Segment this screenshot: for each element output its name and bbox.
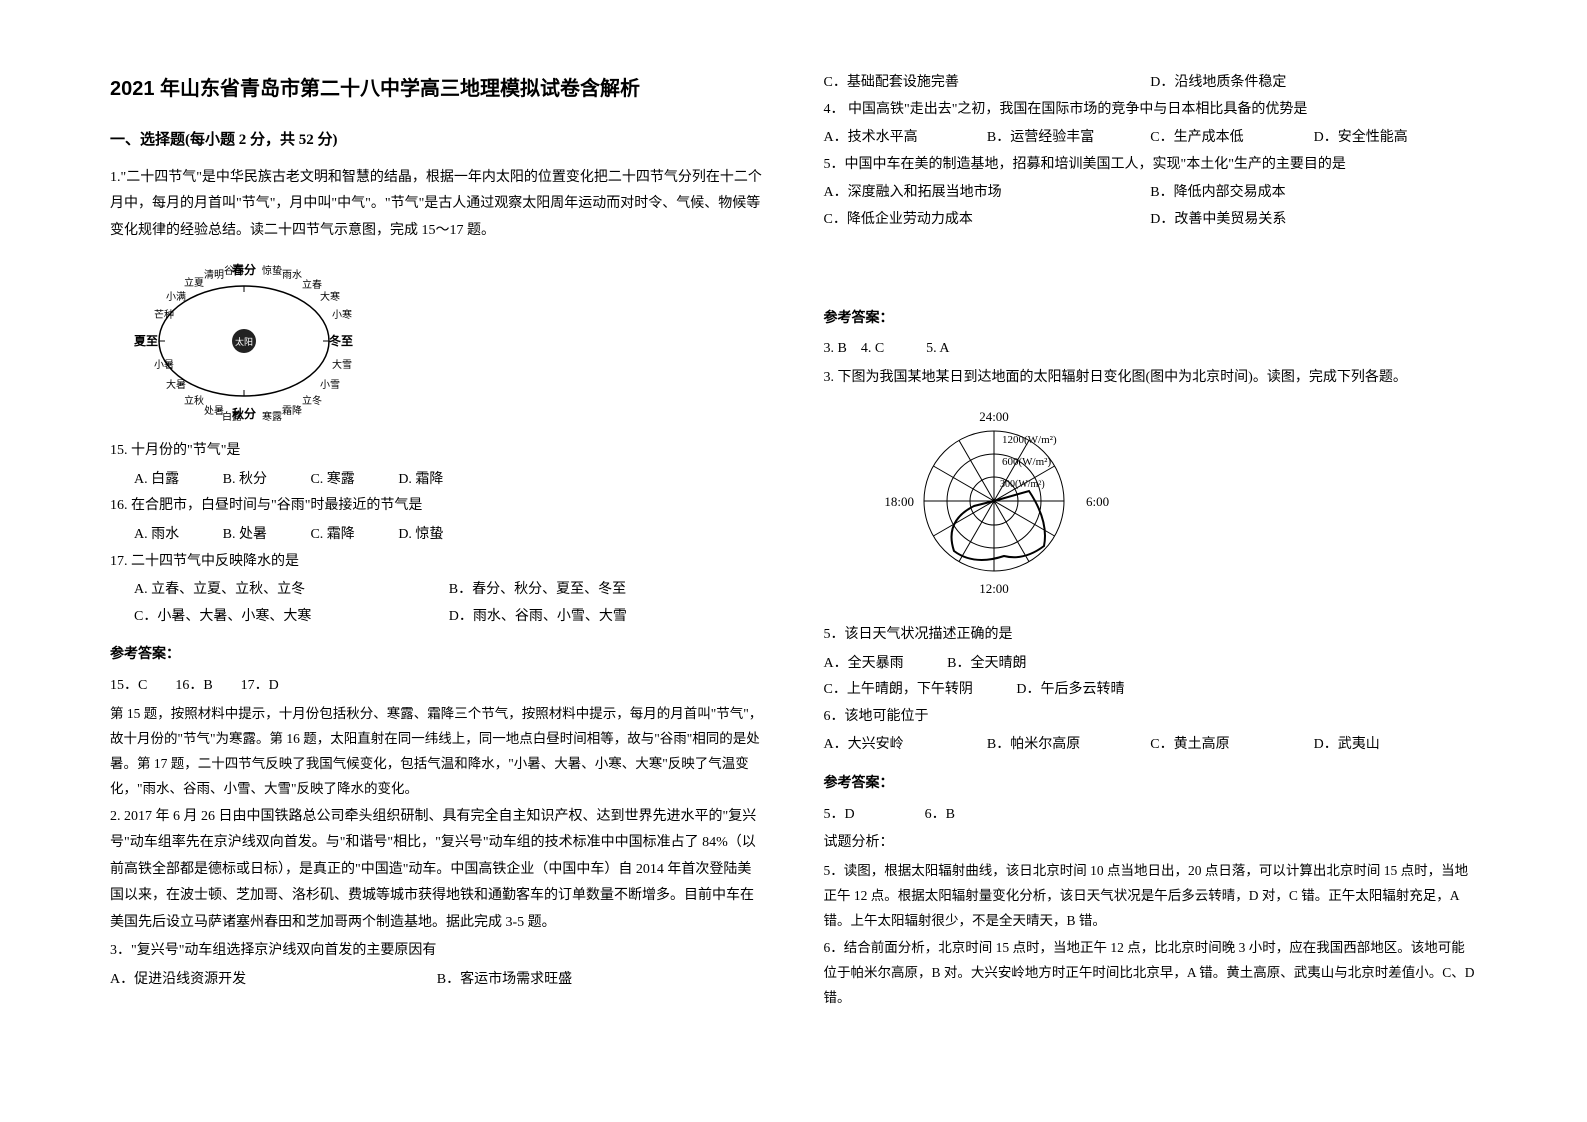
q3set-q5-opt-c: C．上午晴朗，下午转阴 <box>824 677 973 704</box>
svg-text:12:00: 12:00 <box>979 581 1009 596</box>
q4-options: A．技术水平高 B．运营经验丰富 C．生产成本低 D．安全性能高 <box>824 125 1478 152</box>
q1-stem: 1."二十四节气"是中华民族古老文明和智慧的结晶，根据一年内太阳的位置变化把二十… <box>110 165 764 245</box>
svg-text:大寒: 大寒 <box>320 290 340 303</box>
q4-opt-d: D．安全性能高 <box>1314 125 1477 152</box>
q16-opt-b: B. 处暑 <box>223 522 267 549</box>
q15-text: 15. 十月份的"节气"是 <box>110 438 764 465</box>
q16-text: 16. 在合肥市，白昼时间与"谷雨"时最接近的节气是 <box>110 493 764 520</box>
q3set-analysis5: 5．读图，根据太阳辐射曲线，该日北京时间 10 点当地日出，20 点日落，可以计… <box>824 859 1478 934</box>
q3set-q6-opt-c: C．黄土高原 <box>1150 732 1313 759</box>
q3set-q6-opt-b: B．帕米尔高原 <box>987 732 1150 759</box>
q4-opt-b: B．运营经验丰富 <box>987 125 1150 152</box>
q3-opt-a: A．促进沿线资源开发 <box>110 967 437 994</box>
q5-opt-d: D．改善中美贸易关系 <box>1150 207 1477 234</box>
right-column: C．基础配套设施完善 D．沿线地质条件稳定 4． 中国高铁"走出去"之初，我国在… <box>794 70 1498 1052</box>
q3-options-row1: A．促进沿线资源开发 B．客运市场需求旺盛 <box>110 967 764 994</box>
svg-text:18:00: 18:00 <box>884 494 914 509</box>
q17-text: 17. 二十四节气中反映降水的是 <box>110 549 764 576</box>
q5-opt-b: B．降低内部交易成本 <box>1150 180 1477 207</box>
solar-terms-diagram: 太阳 夏至 冬至 春分 秋分 清明谷雨 惊蛰雨水 立春 立夏 小满大寒 芒种小寒… <box>134 256 764 426</box>
svg-text:6:00: 6:00 <box>1086 494 1109 509</box>
svg-text:24:00: 24:00 <box>979 409 1009 424</box>
radiation-diagram: 24:00 6:00 12:00 18:00 1200(W/m²) 600(W/… <box>884 401 1478 612</box>
svg-text:白露: 白露 <box>222 410 242 423</box>
q5-text: 5．中国中车在美的制造基地，招募和培训美国工人，实现"本土化"生产的主要目的是 <box>824 152 1478 179</box>
q3set-analysis-heading: 试题分析： <box>824 830 1478 857</box>
q16-opt-d: D. 惊蛰 <box>398 522 443 549</box>
svg-text:冬至: 冬至 <box>329 333 353 348</box>
svg-text:清明: 清明 <box>204 268 224 281</box>
q3set-q5-opt-b: B．全天晴朗 <box>947 651 1026 678</box>
q3-text: 3．"复兴号"动车组选择京沪线双向首发的主要原因有 <box>110 938 764 965</box>
svg-text:立夏: 立夏 <box>184 276 204 289</box>
q15-options: A. 白露 B. 秋分 C. 寒露 D. 霜降 <box>110 467 764 494</box>
svg-text:小满: 小满 <box>166 291 186 303</box>
q3set-q5-opt-d: D．午后多云转晴 <box>1016 677 1124 704</box>
q16-options: A. 雨水 B. 处暑 C. 霜降 D. 惊蛰 <box>110 522 764 549</box>
q15-opt-d: D. 霜降 <box>398 467 443 494</box>
svg-text:寒露: 寒露 <box>262 410 282 423</box>
q3set-q6-text: 6．该地可能位于 <box>824 704 1478 731</box>
svg-text:立春: 立春 <box>302 278 322 291</box>
svg-text:300(W/m²): 300(W/m²) <box>1000 479 1045 490</box>
q3set-answer-heading: 参考答案： <box>824 769 1478 796</box>
q17-opt-c: C．小暑、大暑、小寒、大寒 <box>134 604 449 631</box>
q3set-q6-opt-a: A．大兴安岭 <box>824 732 987 759</box>
q16-opt-c: C. 霜降 <box>310 522 354 549</box>
q5-opt-c: C．降低企业劳动力成本 <box>824 207 1151 234</box>
svg-text:雨水: 雨水 <box>282 269 302 281</box>
q3set-q5-options: A．全天暴雨 B．全天晴朗 C．上午晴朗，下午转阴 D．午后多云转晴 <box>824 651 1478 704</box>
q3set-q6-opt-d: D．武夷山 <box>1314 732 1477 759</box>
q17-opt-d: D．雨水、谷雨、小雪、大雪 <box>449 604 764 631</box>
q5-opt-a: A．深度融入和拓展当地市场 <box>824 180 1151 207</box>
svg-text:大雪: 大雪 <box>332 358 352 371</box>
svg-text:芒种: 芒种 <box>154 308 174 321</box>
q3-opt-d: D．沿线地质条件稳定 <box>1150 70 1477 97</box>
svg-text:霜降: 霜降 <box>282 404 302 417</box>
svg-text:小寒: 小寒 <box>332 308 352 321</box>
q4-opt-c: C．生产成本低 <box>1150 125 1313 152</box>
q3set-stem: 3. 下图为我国某地某日到达地面的太阳辐射日变化图(图中为北京时间)。读图，完成… <box>824 365 1478 392</box>
q1-answer-heading: 参考答案： <box>110 640 764 667</box>
q1-answers: 15．C 16．B 17．D <box>110 673 764 700</box>
q17-opt-b: B．春分、秋分、夏至、冬至 <box>449 577 764 604</box>
q1-analysis: 第 15 题，按照材料中提示，十月份包括秋分、寒露、霜降三个节气，按照材料中提示… <box>110 702 764 802</box>
q4-text: 4． 中国高铁"走出去"之初，我国在国际市场的竞争中与日本相比具备的优势是 <box>824 97 1478 124</box>
q3set-answers: 5．D 6．B <box>824 802 1478 829</box>
q17-options: A. 立春、立夏、立秋、立冬 B．春分、秋分、夏至、冬至 C．小暑、大暑、小寒、… <box>110 577 764 630</box>
q3-opt-c: C．基础配套设施完善 <box>824 70 1151 97</box>
q5-options: A．深度融入和拓展当地市场 B．降低内部交易成本 C．降低企业劳动力成本 D．改… <box>824 180 1478 233</box>
q15-opt-a: A. 白露 <box>134 467 179 494</box>
q3set-analysis6: 6．结合前面分析，北京时间 15 点时，当地正午 12 点，比北京时间晚 3 小… <box>824 936 1478 1011</box>
svg-text:立冬: 立冬 <box>302 394 322 407</box>
q4-opt-a: A．技术水平高 <box>824 125 987 152</box>
svg-text:夏至: 夏至 <box>134 334 158 348</box>
svg-text:大暑: 大暑 <box>166 378 186 391</box>
svg-text:立秋: 立秋 <box>184 394 204 407</box>
q17-opt-a: A. 立春、立夏、立秋、立冬 <box>134 577 449 604</box>
q16-opt-a: A. 雨水 <box>134 522 179 549</box>
svg-text:处暑: 处暑 <box>204 405 224 417</box>
q3set-q5-text: 5．该日天气状况描述正确的是 <box>824 622 1478 649</box>
svg-text:小暑: 小暑 <box>154 359 174 371</box>
exam-title: 2021 年山东省青岛市第二十八中学高三地理模拟试卷含解析 <box>110 70 764 108</box>
q2-answer-heading: 参考答案： <box>824 304 1478 331</box>
q3set-q6-options: A．大兴安岭 B．帕米尔高原 C．黄土高原 D．武夷山 <box>824 732 1478 759</box>
svg-text:小雪: 小雪 <box>320 379 340 391</box>
q2-stem: 2. 2017 年 6 月 26 日由中国铁路总公司牵头组织研制、具有完全自主知… <box>110 804 764 937</box>
left-column: 2021 年山东省青岛市第二十八中学高三地理模拟试卷含解析 一、选择题(每小题 … <box>90 70 794 1052</box>
q3-options-row2: C．基础配套设施完善 D．沿线地质条件稳定 <box>824 70 1478 97</box>
svg-text:600(W/m²): 600(W/m²) <box>1002 456 1051 468</box>
q2-answers: 3. B 4. C 5. A <box>824 336 1478 363</box>
q15-opt-c: C. 寒露 <box>310 467 354 494</box>
q3set-q5-opt-a: A．全天暴雨 <box>824 651 904 678</box>
svg-text:惊蛰: 惊蛰 <box>262 264 282 277</box>
svg-text:1200(W/m²): 1200(W/m²) <box>1002 434 1057 446</box>
q3-opt-b: B．客运市场需求旺盛 <box>437 967 764 994</box>
section-heading: 一、选择题(每小题 2 分，共 52 分) <box>110 126 764 155</box>
sun-label: 太阳 <box>235 336 253 347</box>
q15-opt-b: B. 秋分 <box>223 467 267 494</box>
svg-text:谷雨: 谷雨 <box>224 265 244 277</box>
